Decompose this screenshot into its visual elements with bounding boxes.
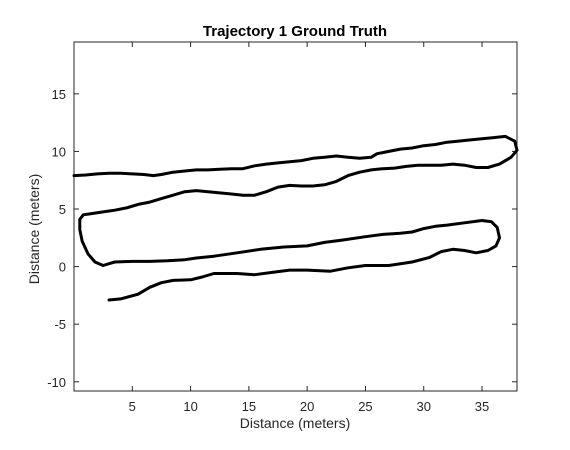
y-tick-label: 5 [59, 202, 66, 217]
trajectory-line [72, 134, 519, 302]
x-tick-label: 25 [358, 399, 372, 414]
y-axis-label: Distance (meters) [26, 174, 42, 284]
y-tick-label: 10 [52, 144, 66, 159]
x-tick-label: 15 [242, 399, 256, 414]
y-tick-label: 15 [52, 87, 66, 102]
x-tick-label: 30 [417, 399, 431, 414]
y-tick-label: -10 [47, 375, 66, 390]
x-axis: 5 10 15 20 25 30 35 [129, 42, 489, 414]
x-tick-label: 20 [300, 399, 314, 414]
y-tick-label: -5 [54, 317, 66, 332]
x-tick-label: 35 [475, 399, 489, 414]
plot-area [72, 134, 519, 302]
chart-title: Trajectory 1 Ground Truth [203, 23, 387, 40]
y-tick-label: 0 [59, 260, 66, 275]
axes-frame [73, 41, 518, 392]
x-axis-label: Distance (meters) [240, 415, 350, 431]
x-tick-label: 10 [183, 399, 197, 414]
x-tick-label: 5 [129, 399, 136, 414]
